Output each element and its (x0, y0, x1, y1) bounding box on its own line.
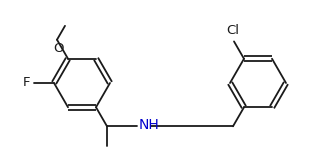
Text: NH: NH (139, 118, 160, 132)
Text: Cl: Cl (226, 24, 239, 37)
Text: O: O (53, 42, 64, 55)
Text: F: F (23, 77, 31, 89)
